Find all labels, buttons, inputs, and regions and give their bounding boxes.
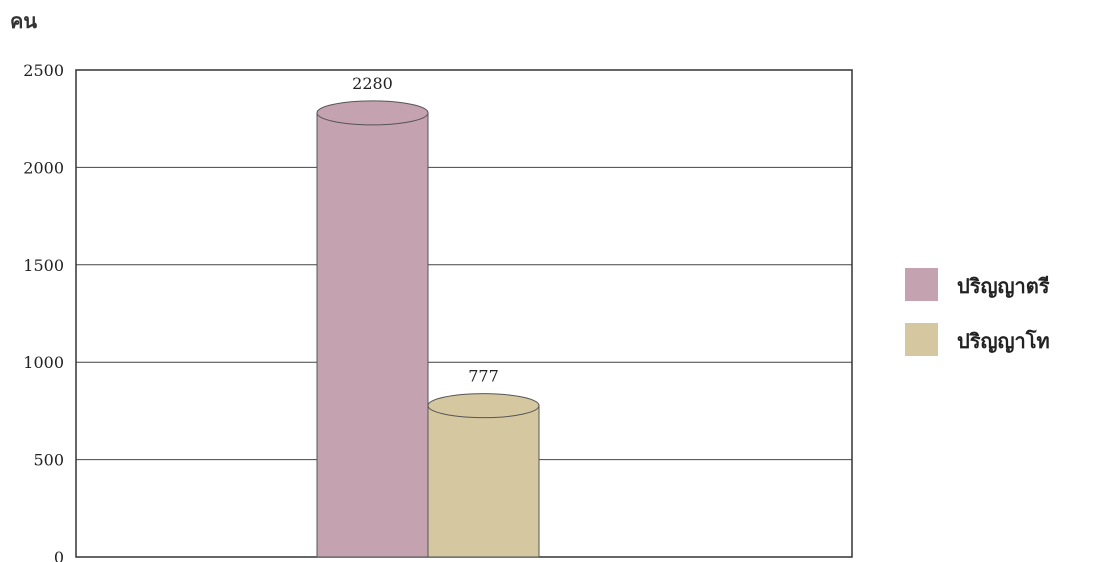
y-axis-ticks: 0 500 1000 1500 2000 2500 (23, 61, 64, 562)
bar-2 (427, 393, 540, 558)
legend-item-2: ปริญญาโท (905, 323, 1050, 356)
legend-item-1: ปริญญาตรี (905, 268, 1050, 301)
legend-swatch (905, 323, 938, 356)
data-label: 2280 (352, 74, 393, 93)
y-tick-label: 0 (54, 548, 64, 562)
y-tick-label: 500 (33, 451, 64, 470)
legend-swatch (905, 268, 938, 301)
bars (316, 100, 540, 558)
legend-label: ปริญญาตรี (957, 274, 1050, 298)
y-axis-unit-label: คน (10, 9, 37, 33)
bar-top (316, 100, 429, 126)
y-tick-label: 1500 (23, 256, 64, 275)
data-label: 777 (468, 367, 499, 386)
bar-body (427, 405, 540, 558)
legend: ปริญญาตรีปริญญาโท (905, 268, 1050, 356)
y-tick-label: 2000 (23, 158, 64, 177)
y-tick-label: 2500 (23, 61, 64, 80)
bar-body (316, 112, 429, 558)
legend-label: ปริญญาโท (957, 329, 1050, 353)
y-tick-label: 1000 (23, 353, 64, 372)
data-labels: 2280 777 (352, 74, 499, 386)
bar-1 (316, 100, 429, 558)
bar-top (427, 393, 540, 419)
